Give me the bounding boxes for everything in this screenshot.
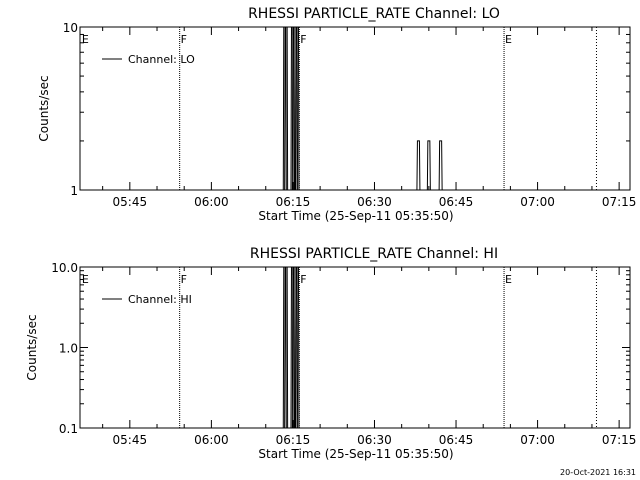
series-point xyxy=(284,26,289,191)
x-tick-label: 06:30 xyxy=(357,195,392,209)
x-tick-label: 06:15 xyxy=(276,433,311,447)
flag-marker-label: F xyxy=(300,273,306,286)
y-tick-label: 10 xyxy=(63,21,78,35)
flag-marker-label: E xyxy=(82,273,89,286)
x-tick-label: 06:45 xyxy=(439,433,474,447)
flag-marker-label: F xyxy=(181,273,187,286)
y-tick-label: 10.0 xyxy=(51,261,78,275)
plot-timestamp: 20-Oct-2021 16:31 xyxy=(560,468,636,477)
lo-channel-panel: RHESSI PARTICLE_RATE Channel: LO Start T… xyxy=(37,6,636,223)
series-point xyxy=(295,266,300,429)
legend-entry: Channel: HI xyxy=(128,293,192,306)
x-tick-label: 07:00 xyxy=(520,433,555,447)
x-tick-label: 05:45 xyxy=(113,195,148,209)
y-tick-label: 1.0 xyxy=(59,342,78,356)
series-point xyxy=(416,140,421,191)
y-axis-label: Counts/sec xyxy=(37,75,51,141)
flag-marker-label: E xyxy=(82,33,89,46)
series-point xyxy=(284,266,289,429)
x-tick-label: 06:30 xyxy=(357,433,392,447)
flag-marker-label: E xyxy=(505,273,512,286)
y-tick-label: 1 xyxy=(70,184,78,198)
x-tick-label: 07:00 xyxy=(520,195,555,209)
x-tick-label: 06:00 xyxy=(194,433,229,447)
x-tick-label: 07:15 xyxy=(602,433,637,447)
x-axis-label: Start Time (25-Sep-11 05:35:50) xyxy=(258,447,453,461)
x-tick-label: 06:00 xyxy=(194,195,229,209)
series-point xyxy=(438,140,443,191)
y-tick-label: 0.1 xyxy=(59,422,78,436)
x-axis-label: Start Time (25-Sep-11 05:35:50) xyxy=(258,209,453,223)
x-tick-label: 06:15 xyxy=(276,195,311,209)
legend-entry: Channel: LO xyxy=(128,53,195,66)
flag-marker-label: F xyxy=(300,33,306,46)
panel-title: RHESSI PARTICLE_RATE Channel: LO xyxy=(248,6,500,22)
x-tick-label: 06:45 xyxy=(439,195,474,209)
panel-title: RHESSI PARTICLE_RATE Channel: HI xyxy=(250,246,498,262)
x-tick-label: 07:15 xyxy=(602,195,637,209)
flag-marker-label: F xyxy=(181,33,187,46)
y-axis-label: Counts/sec xyxy=(25,314,39,380)
flag-marker-label: E xyxy=(505,33,512,46)
x-tick-label: 05:45 xyxy=(113,433,148,447)
hi-channel-panel: RHESSI PARTICLE_RATE Channel: HI Start T… xyxy=(25,246,636,461)
series-point xyxy=(295,26,300,191)
series-point xyxy=(426,140,431,191)
plot-frame xyxy=(79,26,631,191)
